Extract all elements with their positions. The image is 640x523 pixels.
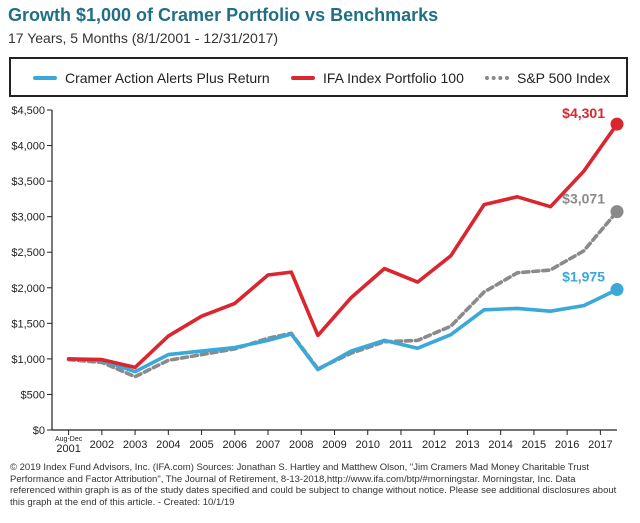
legend-swatch-cramer — [33, 76, 57, 80]
y-tick-label: $4,000 — [11, 141, 45, 153]
legend-swatch-sp500 — [485, 76, 509, 80]
x-tick-label: 2010 — [355, 439, 379, 451]
x-tick-label: 2004 — [156, 439, 180, 451]
x-tick-label: 2007 — [256, 439, 280, 451]
chart-subtitle: 17 Years, 5 Months (8/1/2001 - 12/31/201… — [8, 30, 279, 46]
series-end-label-0: $1,975 — [562, 269, 605, 285]
y-tick-label: $3,000 — [11, 212, 45, 224]
y-tick-label: $2,000 — [11, 283, 45, 295]
series-end-label-1: $4,301 — [562, 105, 605, 121]
legend-item-cramer: Cramer Action Alerts Plus Return — [33, 70, 270, 86]
x-tick-label: 2013 — [455, 439, 479, 451]
y-tick-label: $4,500 — [11, 105, 45, 117]
y-tick-label: $1,000 — [11, 354, 45, 366]
y-tick-label: $3,500 — [11, 176, 45, 188]
chart-title: Growth $1,000 of Cramer Portfolio vs Ben… — [8, 5, 439, 25]
series-end-point-0 — [610, 283, 624, 297]
x-tick-label-top: Aug-Dec — [55, 436, 83, 443]
x-tick-label: 2006 — [223, 439, 247, 451]
y-tick-label: $0 — [33, 425, 45, 437]
x-tick-label: 2016 — [555, 439, 579, 451]
y-tick-label: $500 — [21, 389, 45, 401]
legend-swatch-ifa — [291, 76, 315, 80]
series-line-1 — [66, 122, 619, 370]
series-line-0 — [66, 287, 619, 374]
x-tick-label: 2001 — [56, 443, 80, 455]
x-tick-label: 2011 — [389, 439, 413, 451]
series-end-point-2 — [610, 205, 624, 219]
y-tick-label: $2,500 — [11, 247, 45, 259]
x-tick-label: 2009 — [322, 439, 346, 451]
x-tick-label: 2002 — [90, 439, 114, 451]
x-tick-label: 2005 — [189, 439, 213, 451]
legend-label-ifa: IFA Index Portfolio 100 — [323, 70, 464, 86]
x-tick-label: 2012 — [422, 439, 446, 451]
series-end-label-2: $3,071 — [562, 191, 605, 207]
x-tick-label: 2015 — [522, 439, 546, 451]
legend-item-ifa: IFA Index Portfolio 100 — [291, 70, 464, 86]
legend-label-cramer: Cramer Action Alerts Plus Return — [65, 70, 270, 86]
legend-label-sp500: S&P 500 Index — [517, 70, 611, 86]
legend-item-sp500: S&P 500 Index — [485, 70, 610, 86]
series-end-point-1 — [610, 117, 624, 131]
x-tick-label: 2014 — [488, 439, 512, 451]
y-tick-label: $1,500 — [11, 318, 45, 330]
x-tick-label: 2008 — [289, 439, 313, 451]
footer-disclaimer: © 2019 Index Fund Advisors, Inc. (IFA.co… — [10, 462, 617, 508]
x-tick-label: 2017 — [588, 439, 612, 451]
chart-legend: Cramer Action Alerts Plus Return IFA Ind… — [9, 57, 628, 97]
x-tick-label: 2003 — [123, 439, 147, 451]
line-chart: $0 $500 $1,000 $1,500 $2,000 $2,500 $3,000 $3,5… — [11, 105, 624, 455]
